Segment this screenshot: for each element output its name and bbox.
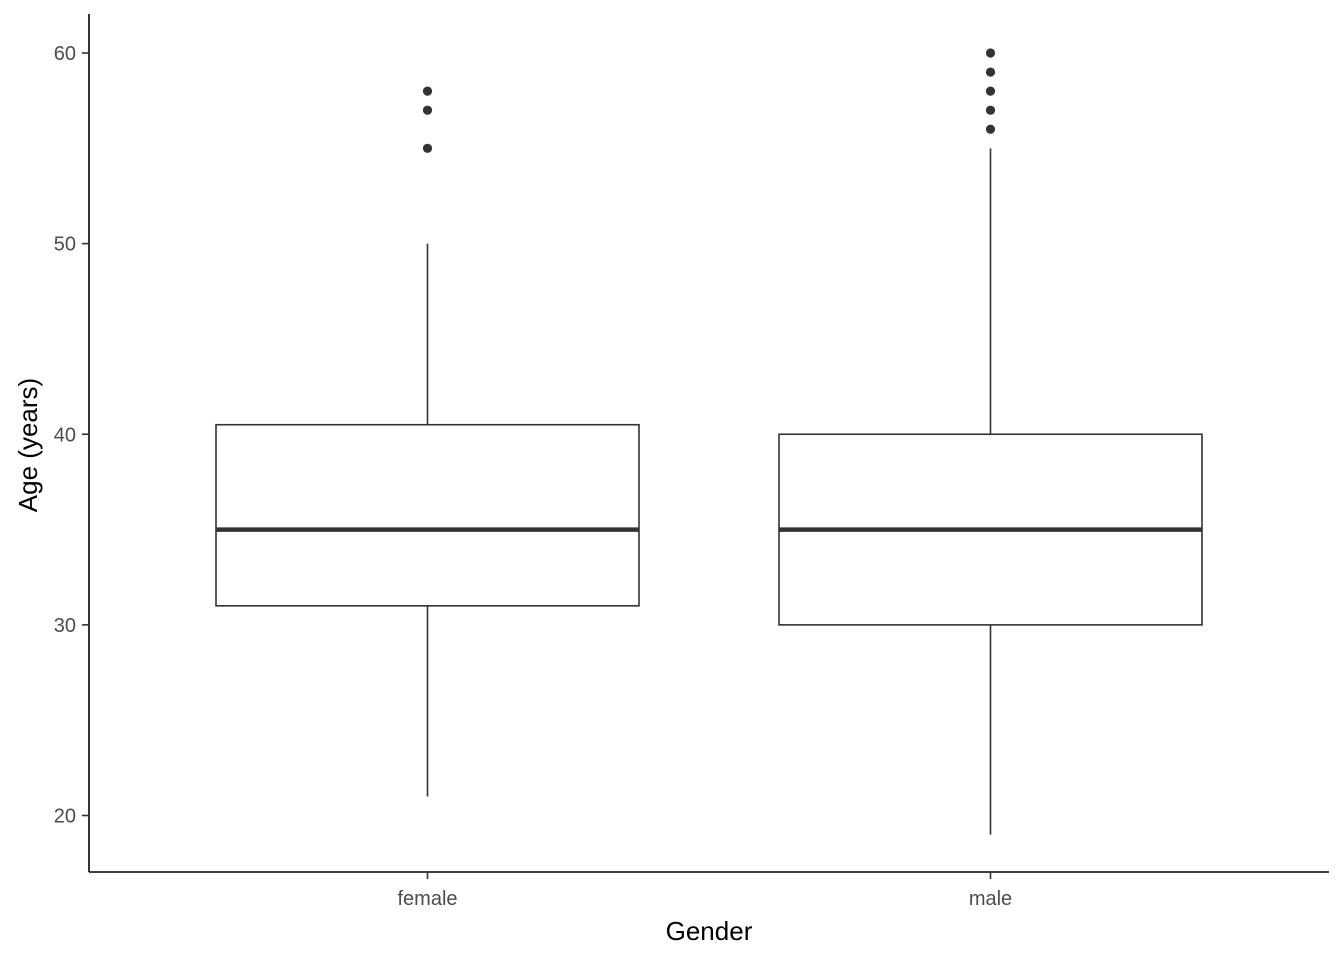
iqr-box [215,423,640,607]
outlier-point [985,86,996,96]
outlier-point [985,124,996,134]
plot-area [215,48,1203,835]
x-axis-ticks: female male [397,872,1012,910]
outlier-point [985,105,996,115]
x-tick-label: female [397,888,457,910]
outlier-point [985,48,996,58]
outlier-point [422,143,433,153]
y-axis-ticks: 20 30 40 50 60 [54,43,89,828]
box-male [778,48,1203,835]
y-tick-label: 20 [54,806,76,828]
y-tick-label: 30 [54,615,76,637]
outlier-point [422,86,433,96]
box-female [215,86,640,797]
y-tick-label: 40 [54,424,76,446]
y-axis-title: Age (years) [13,378,43,512]
outlier-point [422,105,433,115]
x-tick-label: male [969,888,1012,910]
y-tick-label: 50 [54,234,76,256]
y-tick-label: 60 [54,43,76,65]
outlier-point [985,67,996,77]
x-axis-title: Gender [666,916,753,946]
